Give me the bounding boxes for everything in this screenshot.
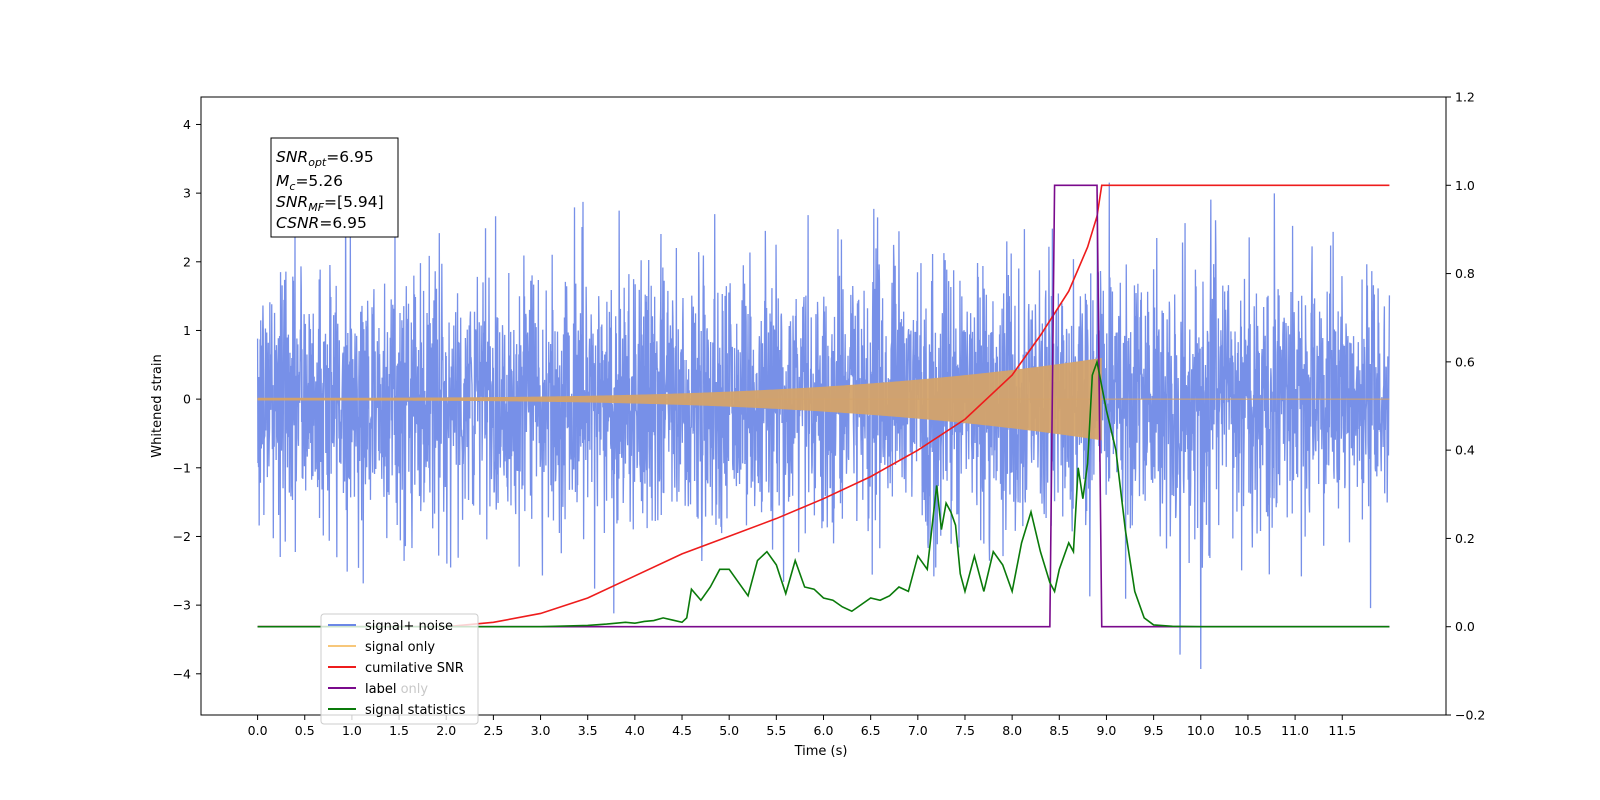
x-tick-label: 7.5 xyxy=(955,723,975,738)
y2-tick-label: 1.2 xyxy=(1455,90,1475,105)
y2-tick-label: 0.0 xyxy=(1455,619,1475,634)
series-label xyxy=(257,184,1390,628)
y2-tick-label: 1.0 xyxy=(1455,178,1475,193)
series-signal-statistics xyxy=(257,358,1390,628)
y2-tick-label: 0.6 xyxy=(1455,354,1475,369)
x-tick-label: 11.5 xyxy=(1328,723,1356,738)
legend-item-label-only: label only xyxy=(365,682,428,697)
legend: signal+ noise signal only cumilative SNR… xyxy=(320,613,479,725)
annotation-snr-opt: SNRopt=6.95 xyxy=(276,148,374,169)
x-tick-label: 0.5 xyxy=(295,723,315,738)
y-tick-label: −3 xyxy=(173,598,191,613)
legend-label: label xyxy=(365,682,396,697)
y-axis-label: Whitened strain xyxy=(150,354,165,457)
x-tick-label: 1.5 xyxy=(389,723,409,738)
x-tick-label: 10.0 xyxy=(1187,723,1215,738)
x-tick-label: 4.0 xyxy=(625,723,645,738)
x-axis-label: Time (s) xyxy=(794,744,848,759)
x-tick-label: 2.5 xyxy=(483,723,503,738)
x-tick-label: 2.0 xyxy=(436,723,456,738)
y-tick-label: 4 xyxy=(183,117,191,132)
y-axis-left: −4 −3 −2 −1 0 1 2 3 4 xyxy=(173,117,201,681)
x-tick-label: 3.5 xyxy=(578,723,598,738)
x-tick-label: 4.5 xyxy=(672,723,692,738)
series-signal-plus-noise xyxy=(256,182,1391,670)
x-tick-label: 11.0 xyxy=(1281,723,1309,738)
y2-tick-label: 0.4 xyxy=(1455,443,1475,458)
x-tick-label: 3.0 xyxy=(531,723,551,738)
legend-item-cumulative-snr: cumilative SNR xyxy=(328,661,464,676)
stats-annotation-box: SNRopt=6.95 Mc=5.26 SNRMF=[5.94] CSNR=6.… xyxy=(270,137,399,238)
legend-label: signal+ noise xyxy=(365,619,453,634)
legend-label: label only xyxy=(365,682,428,697)
legend-item-signal-only: signal only xyxy=(328,640,435,655)
legend-item-label: label xyxy=(328,682,396,697)
x-tick-label: 10.5 xyxy=(1234,723,1262,738)
legend-frame xyxy=(320,613,479,725)
series-cumulative-snr xyxy=(257,184,1390,628)
y-tick-label: −2 xyxy=(173,529,191,544)
x-tick-label: 5.0 xyxy=(719,723,739,738)
legend-label: signal statistics xyxy=(365,703,466,718)
annotation-csnr: CSNR=6.95 xyxy=(276,214,367,232)
x-tick-label: 6.5 xyxy=(861,723,881,738)
legend-item-signal-statistics: signal statistics xyxy=(328,703,466,718)
x-tick-label: 6.0 xyxy=(814,723,834,738)
y2-tick-label: 0.8 xyxy=(1455,266,1475,281)
y-tick-label: −4 xyxy=(173,666,191,681)
x-tick-label: 8.5 xyxy=(1049,723,1069,738)
y2-tick-label: 0.2 xyxy=(1455,531,1475,546)
plot-area xyxy=(256,182,1391,670)
x-tick-label: 9.0 xyxy=(1097,723,1117,738)
legend-label: cumilative SNR xyxy=(365,661,464,676)
x-axis: 0.0 0.5 1.0 1.5 2.0 2.5 3.0 3.5 4.0 4.5 5.0 5.5 6.0 6… xyxy=(248,715,1356,738)
legend-item-signal-plus-noise: signal+ noise xyxy=(328,619,453,634)
x-tick-label: 5.5 xyxy=(766,723,786,738)
annotation-mc: Mc=5.26 xyxy=(276,172,343,193)
x-tick-label: 0.0 xyxy=(248,723,268,738)
x-tick-label: 1.0 xyxy=(342,723,362,738)
x-tick-label: 8.0 xyxy=(1002,723,1022,738)
annotation-snr-mf: SNRMF=[5.94] xyxy=(276,193,384,214)
y-tick-label: 1 xyxy=(183,323,191,338)
y-axis-right: −0.2 0.0 0.2 0.4 0.6 0.8 1.0 1.2 xyxy=(1446,90,1485,723)
legend-label: signal only xyxy=(365,640,435,655)
y-tick-label: 0 xyxy=(183,392,191,407)
y2-tick-label: −0.2 xyxy=(1455,708,1485,723)
x-tick-label: 7.0 xyxy=(908,723,928,738)
y-tick-label: 2 xyxy=(183,254,191,269)
annotation-frame xyxy=(270,137,399,238)
y-tick-label: −1 xyxy=(173,460,191,475)
x-tick-label: 9.5 xyxy=(1144,723,1164,738)
y-tick-label: 3 xyxy=(183,186,191,201)
